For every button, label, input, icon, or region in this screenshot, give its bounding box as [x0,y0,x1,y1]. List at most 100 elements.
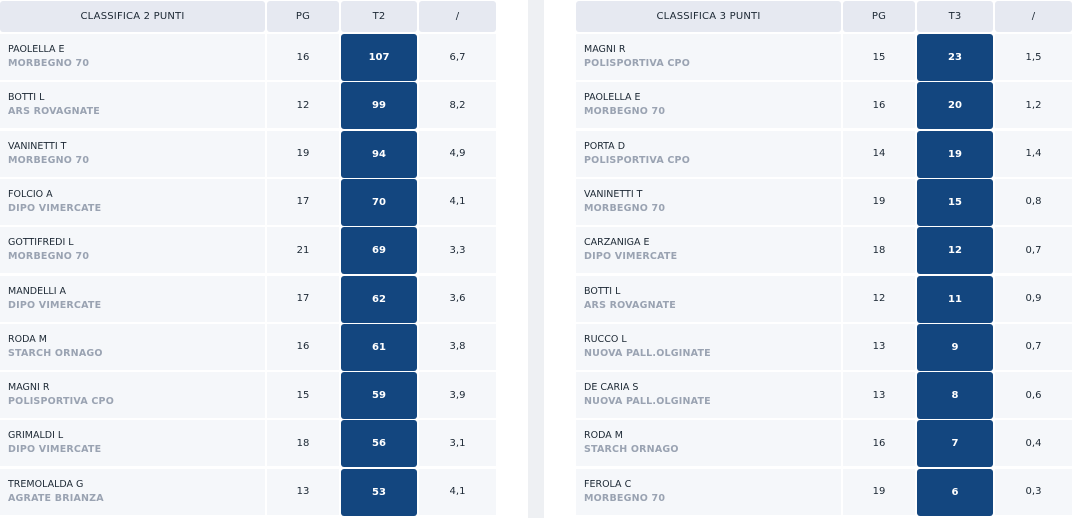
ratio-cell: 0,4 [995,420,1072,467]
team-name[interactable]: STARCH ORNAGO [584,444,679,456]
games-played-cell: 19 [843,468,915,515]
player-name[interactable]: MAGNI R [584,44,626,55]
header-title[interactable]: CLASSIFICA 3 PUNTI [576,1,841,32]
ratio-cell: 4,1 [419,468,496,515]
player-cell: VANINETTI T MORBEGNO 70 [0,130,265,177]
player-cell: BOTTI L ARS ROVAGNATE [576,275,841,322]
team-name[interactable]: POLISPORTIVA CPO [584,154,690,166]
player-name[interactable]: CARZANIGA E [584,237,650,249]
value-cell: 62 [341,275,417,323]
value-cell: 7 [917,420,993,468]
player-name[interactable]: GRIMALDI L [8,430,64,442]
table-row: PORTA D POLISPORTIVA CPO 14 19 1,4 [576,130,1072,179]
table-row: FOLCIO A DIPO VIMERCATE 17 70 4,1 [0,178,496,227]
table-row: MANDELLI A DIPO VIMERCATE 17 62 3,6 [0,275,496,324]
player-name[interactable]: VANINETTI T [8,140,67,152]
team-name[interactable]: POLISPORTIVA CPO [584,58,690,69]
games-played-cell: 16 [267,34,339,80]
ratio-cell: 0,3 [995,468,1072,515]
value-cell: 8 [917,372,993,420]
games-played-cell: 17 [267,275,339,322]
games-played-cell: 19 [843,178,915,225]
value-cell: 23 [917,34,993,81]
player-cell: GRIMALDI L DIPO VIMERCATE [0,420,265,467]
team-name[interactable]: MORBEGNO 70 [584,106,666,118]
player-name[interactable]: DE CARIA S [584,382,639,394]
player-name[interactable]: RUCCO L [584,333,627,345]
table-row: VANINETTI T MORBEGNO 70 19 94 4,9 [0,130,496,179]
ratio-cell: 0,9 [995,275,1072,322]
team-name[interactable]: NUOVA PALL.OLGINATE [584,396,711,408]
value-cell: 6 [917,468,993,516]
player-name[interactable]: GOTTIFREDI L [8,237,74,249]
value-cell: 53 [341,468,417,516]
player-cell: PAOLELLA E MORBEGNO 70 [576,82,841,129]
ratio-cell: 4,1 [419,178,496,225]
player-name[interactable]: RODA M [584,430,623,442]
header-pg[interactable]: PG [267,1,339,32]
player-name[interactable]: VANINETTI T [584,188,643,200]
value-cell: 19 [917,130,993,178]
value-cell: 59 [341,372,417,420]
games-played-cell: 17 [267,178,339,225]
team-name[interactable]: STARCH ORNAGO [8,347,103,359]
player-name[interactable]: MAGNI R [8,382,50,394]
games-played-cell: 15 [843,34,915,80]
player-cell: RUCCO L NUOVA PALL.OLGINATE [576,323,841,370]
header-pg[interactable]: PG [843,1,915,32]
value-cell: 15 [917,178,993,226]
value-cell: 99 [341,82,417,130]
team-name[interactable]: DIPO VIMERCATE [8,444,102,456]
ratio-cell: 0,8 [995,178,1072,225]
player-cell: FOLCIO A DIPO VIMERCATE [0,178,265,225]
games-played-cell: 13 [843,323,915,370]
team-name[interactable]: MORBEGNO 70 [584,492,666,504]
ratio-cell: 6,7 [419,34,496,80]
player-cell: MAGNI R POLISPORTIVA CPO [0,372,265,419]
games-played-cell: 15 [267,372,339,419]
team-name[interactable]: POLISPORTIVA CPO [8,396,114,408]
ratio-cell: 1,5 [995,34,1072,80]
player-name[interactable]: MANDELLI A [8,285,67,297]
team-name[interactable]: MORBEGNO 70 [8,58,90,69]
header-ratio[interactable]: / [419,1,496,32]
team-name[interactable]: DIPO VIMERCATE [8,299,102,311]
player-name[interactable]: PAOLELLA E [584,92,641,104]
table-row: TREMOLALDA G AGRATE BRIANZA 13 53 4,1 [0,468,496,517]
player-name[interactable]: BOTTI L [584,285,621,297]
team-name[interactable]: ARS ROVAGNATE [8,106,100,118]
value-cell: 11 [917,275,993,323]
table-row: PAOLELLA E MORBEGNO 70 16 107 6,7 [0,34,496,82]
player-cell: MAGNI R POLISPORTIVA CPO [576,34,841,80]
table-row: CARZANIGA E DIPO VIMERCATE 18 12 0,7 [576,227,1072,275]
table-row: RODA M STARCH ORNAGO 16 7 0,4 [576,420,1072,468]
team-name[interactable]: MORBEGNO 70 [8,251,90,263]
player-name[interactable]: PORTA D [584,140,626,152]
team-name[interactable]: MORBEGNO 70 [584,202,666,214]
player-name[interactable]: RODA M [8,333,47,345]
ratio-cell: 0,7 [995,323,1072,370]
value-cell: 61 [341,323,417,371]
value-cell: 94 [341,130,417,178]
team-name[interactable]: DIPO VIMERCATE [8,202,102,214]
player-name[interactable]: FOLCIO A [8,188,53,200]
standings-3pt-table: CLASSIFICA 3 PUNTI PG T3/ MAGNI R POLISPORTI… [576,0,1072,518]
header-value[interactable]: T3 [917,1,993,32]
table-row: PAOLELLA E MORBEGNO 70 16 20 1,2 [576,82,1072,130]
team-name[interactable]: MORBEGNO 70 [8,154,90,166]
team-name[interactable]: NUOVA PALL.OLGINATE [584,347,711,359]
header-title[interactable]: CLASSIFICA 2 PUNTI [0,1,265,32]
player-name[interactable]: TREMOLALDA G [8,478,84,490]
ratio-cell: 1,2 [995,82,1072,129]
team-name[interactable]: AGRATE BRIANZA [8,492,104,504]
team-name[interactable]: DIPO VIMERCATE [584,251,678,263]
ratio-cell: 3,6 [419,275,496,322]
player-cell: RODA M STARCH ORNAGO [576,420,841,467]
header-value[interactable]: T2 [341,1,417,32]
player-name[interactable]: PAOLELLA E [8,44,65,55]
player-name[interactable]: BOTTI L [8,92,45,104]
player-name[interactable]: FEROLA C [584,478,632,490]
header-ratio[interactable]: / [995,1,1072,32]
games-played-cell: 18 [843,227,915,274]
team-name[interactable]: ARS ROVAGNATE [584,299,676,311]
